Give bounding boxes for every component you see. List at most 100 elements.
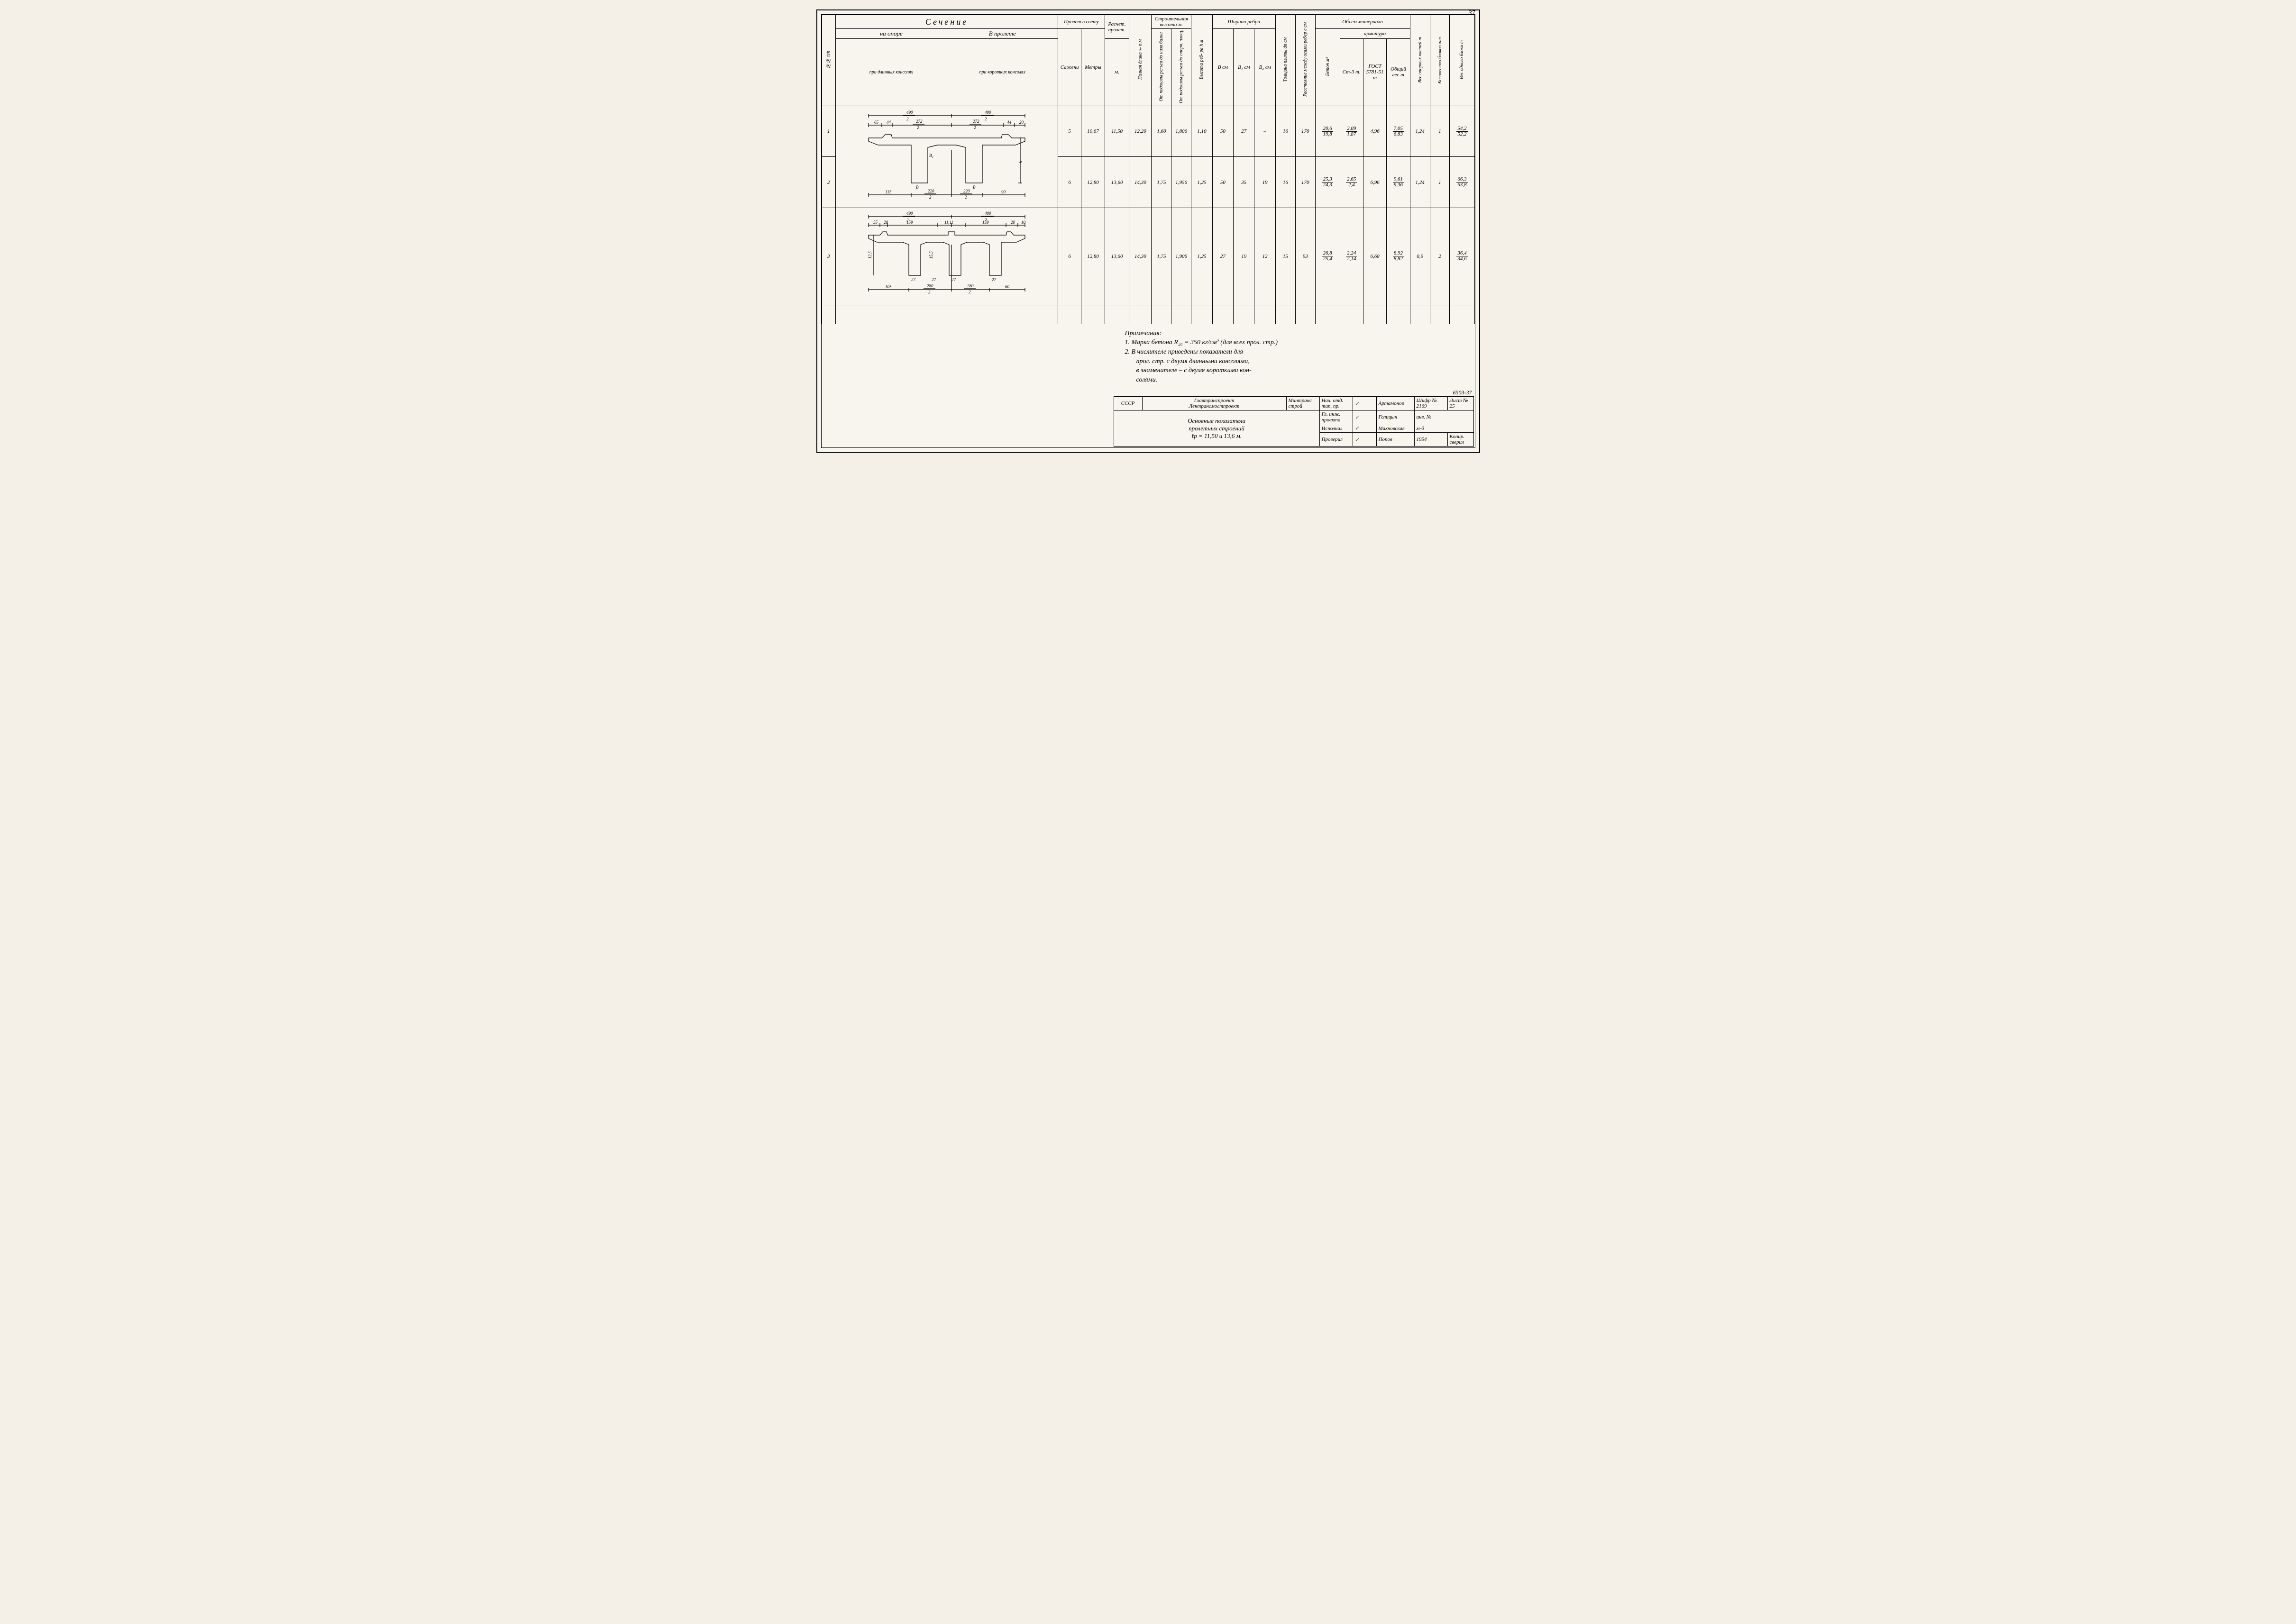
long-cons: при длинных консолях bbox=[869, 70, 913, 75]
svg-text:2: 2 bbox=[974, 125, 976, 130]
svg-text:12,5: 12,5 bbox=[868, 251, 872, 259]
col-b1: В₁ см bbox=[1234, 29, 1254, 106]
cell: 14,30 bbox=[1129, 157, 1152, 208]
col-vesblok: Вес одного блока т bbox=[1459, 40, 1464, 79]
page-number: 37 bbox=[1469, 9, 1475, 17]
tb-sign: ✓ bbox=[1353, 411, 1376, 424]
table-row: 3 490 2 400 2 bbox=[822, 208, 1474, 305]
cell: 19 bbox=[1254, 157, 1275, 208]
cell: 19 bbox=[1234, 208, 1254, 305]
cell: 170 bbox=[1295, 157, 1315, 208]
svg-text:65: 65 bbox=[874, 120, 879, 125]
table-row: 1 490 2 400 2 bbox=[822, 106, 1474, 157]
svg-text:2: 2 bbox=[965, 195, 967, 200]
svg-text:27: 27 bbox=[932, 277, 936, 282]
cell: – bbox=[1254, 106, 1275, 157]
cell-frac: 25,324,3 bbox=[1315, 157, 1340, 208]
cell-frac: 54,252,2 bbox=[1450, 106, 1474, 157]
svg-text:2: 2 bbox=[929, 195, 932, 200]
cell-frac: 2,652,4 bbox=[1340, 157, 1363, 208]
svg-text:20: 20 bbox=[1019, 120, 1024, 125]
main-table: №№ п/п Сечение Пролет в свету Расчет. пр… bbox=[822, 15, 1475, 324]
svg-text:2: 2 bbox=[985, 117, 987, 121]
col-sv1: От подошвы рельса до низа балки bbox=[1159, 32, 1164, 101]
cell: 1,25 bbox=[1191, 157, 1212, 208]
drawing-sheet: 37 №№ п/п Сечение Пролет в bbox=[816, 9, 1480, 453]
col-sv2: От подошвы рельса до опорн. площ. bbox=[1179, 30, 1184, 103]
tb-ispolname: Махновская bbox=[1376, 424, 1414, 433]
svg-text:90: 90 bbox=[1001, 190, 1006, 194]
cell: 6,96 bbox=[1363, 157, 1386, 208]
inner-frame: №№ п/п Сечение Пролет в свету Расчет. пр… bbox=[821, 14, 1475, 448]
cell: 27 bbox=[1212, 208, 1233, 305]
col-polnaya: Полная длина ℓп м bbox=[1138, 39, 1143, 80]
cell: 1,60 bbox=[1152, 106, 1171, 157]
row-n: 2 bbox=[822, 157, 836, 208]
cell-frac: 2,242,14 bbox=[1340, 208, 1363, 305]
title-block-wrap: СССР ГлавтранспроектЛентрансмостпроект М… bbox=[822, 396, 1475, 447]
cell: 12,20 bbox=[1129, 106, 1152, 157]
col-raschet: Расчет. пролет. bbox=[1105, 15, 1129, 39]
tb-shifr: Шифр № 2169 bbox=[1414, 397, 1447, 411]
cell-frac: 26,825,4 bbox=[1315, 208, 1340, 305]
note-2c: в знаменателе – с двумя короткими кон- bbox=[1125, 366, 1465, 375]
cell: 35 bbox=[1234, 157, 1254, 208]
svg-text:159: 159 bbox=[982, 220, 989, 225]
drawing-number: 6503-37 bbox=[822, 389, 1475, 396]
col-oporn: Вес опорных частей т bbox=[1418, 37, 1423, 83]
cell: 1,906 bbox=[1171, 208, 1191, 305]
svg-text:27: 27 bbox=[951, 277, 956, 282]
empty-row bbox=[822, 305, 1474, 324]
tb-inv: инв. № bbox=[1414, 411, 1473, 424]
svg-text:105: 105 bbox=[885, 284, 892, 289]
col-shirina: Ширина ребра bbox=[1212, 15, 1275, 29]
col-beton: Бетон м³ bbox=[1325, 57, 1330, 76]
cell: 4,96 bbox=[1363, 106, 1386, 157]
col-dp: Толщина плиты dп см bbox=[1283, 37, 1288, 82]
cell: 13,60 bbox=[1105, 208, 1129, 305]
svg-text:В: В bbox=[916, 185, 919, 190]
tb-glinzh: Гл. инж. проекта bbox=[1319, 411, 1353, 424]
svg-text:135: 135 bbox=[885, 190, 892, 194]
cell: 1,75 bbox=[1152, 157, 1171, 208]
col-obshves: Общий вес т bbox=[1387, 39, 1410, 106]
note-2a: 2. В числителе приведены показатели для bbox=[1125, 347, 1465, 357]
cell: 16 bbox=[1275, 157, 1295, 208]
cell: 2 bbox=[1430, 208, 1450, 305]
svg-text:400: 400 bbox=[985, 211, 991, 216]
cell: 16 bbox=[1275, 106, 1295, 157]
svg-text:2: 2 bbox=[906, 117, 909, 121]
col-blokov: Количество блоков шт. bbox=[1437, 36, 1443, 84]
col-c: Расстояние между осями ребер с см bbox=[1303, 22, 1308, 97]
tb-prover: Проверил bbox=[1319, 433, 1353, 447]
cell: 5 bbox=[1058, 106, 1081, 157]
row-n: 1 bbox=[822, 106, 836, 157]
col-b2: В₂ см bbox=[1254, 29, 1275, 106]
tb-nachname: Артамонов bbox=[1376, 397, 1414, 411]
tb-ispoln: Исполнил bbox=[1319, 424, 1353, 433]
col-stroit: Строительная высота м. bbox=[1152, 15, 1191, 29]
cell-frac: 36,434,6 bbox=[1450, 208, 1474, 305]
note-2d: солями. bbox=[1125, 375, 1465, 385]
cell-frac: 7,056,83 bbox=[1387, 106, 1410, 157]
tb-sign: ✓ bbox=[1353, 424, 1376, 433]
on-support: на опоре bbox=[880, 30, 903, 37]
cell: 1,10 bbox=[1191, 106, 1212, 157]
col-obem: Объем материала bbox=[1315, 15, 1410, 29]
col-h: Высота реб- ра h м bbox=[1199, 40, 1204, 79]
in-span: В пролете bbox=[989, 30, 1016, 37]
tb-sign: ✓ bbox=[1353, 433, 1376, 447]
cell: 10,67 bbox=[1081, 106, 1105, 157]
cell: 1,75 bbox=[1152, 208, 1171, 305]
col-b: В см bbox=[1212, 29, 1233, 106]
note-2b: прол. стр. с двумя длинными консолями, bbox=[1125, 357, 1465, 366]
tb-title: Основные показатели пролетных строений ℓ… bbox=[1114, 411, 1319, 447]
tb-client: Минтранс строй bbox=[1286, 397, 1319, 411]
note-1: 1. Марка бетона R₂₈ = 350 кг/см² (для вс… bbox=[1125, 338, 1465, 347]
col-metry: Метры bbox=[1081, 29, 1105, 106]
cell: 14,30 bbox=[1129, 208, 1152, 305]
cell: 11,50 bbox=[1105, 106, 1129, 157]
cell: 1,956 bbox=[1171, 157, 1191, 208]
svg-text:490: 490 bbox=[906, 211, 913, 216]
svg-text:27: 27 bbox=[992, 277, 997, 282]
